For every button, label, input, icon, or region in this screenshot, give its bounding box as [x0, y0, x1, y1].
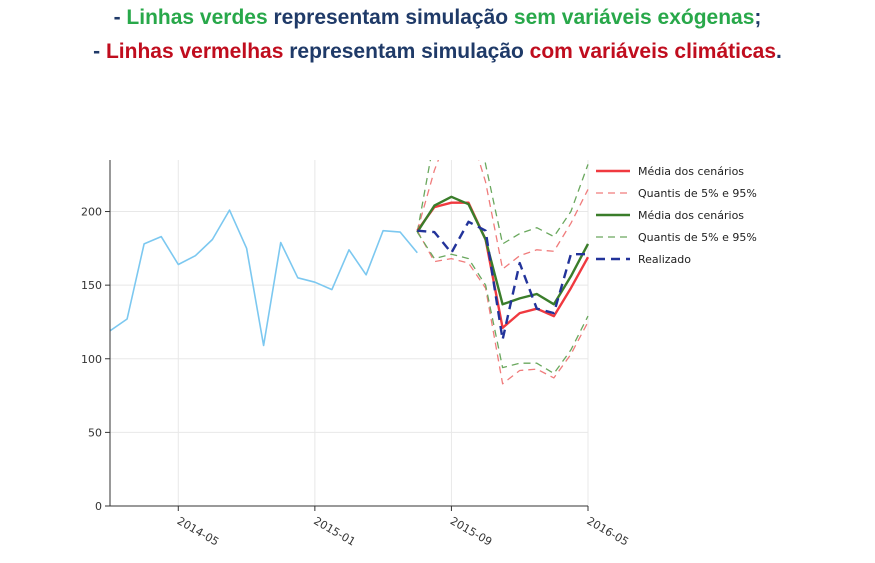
series-line-quantil-verde-inferior: [416, 231, 589, 375]
series-line-realizado: [417, 220, 588, 341]
chart-series: [110, 160, 590, 385]
headline-suffix: ;: [754, 6, 762, 29]
headline-climatic-vars: com variáveis climáticas: [529, 40, 777, 63]
headline-red-lines: Linhas vermelhas: [105, 40, 284, 63]
y-tick-label: 200: [81, 206, 102, 219]
series-line-quantil-vermelho-superior: [416, 160, 589, 270]
chart-legend: Média dos cenários Quantis de 5% e 95% Méd…: [596, 165, 757, 266]
headline-prefix: -: [93, 40, 106, 63]
x-tick-label: 2016-05: [585, 514, 631, 548]
series-line-media-vermelha: [416, 201, 590, 329]
y-tick-label: 0: [95, 500, 102, 513]
chart-axes: 0 50 100 150 200 2014-05 2015-01 2015-09 2016-05: [81, 160, 631, 549]
headline-middle-text: representam simulação: [267, 6, 514, 29]
x-tick-label: 2014-05: [175, 514, 221, 548]
legend-entry-label: Realizado: [638, 253, 691, 266]
x-tick-label: 2015-09: [448, 514, 494, 548]
series-line-quantil-vermelho-inferior: [416, 230, 589, 385]
series-line-historico: [110, 209, 418, 347]
headline-suffix: .: [776, 40, 782, 63]
legend-entry-label: Média dos cenários: [638, 209, 744, 222]
legend-entry-label: Quantis de 5% e 95%: [638, 187, 757, 200]
legend-entry-label: Média dos cenários: [638, 165, 744, 178]
headline-line-red: - Linhas vermelhas representam simulação…: [0, 40, 875, 64]
y-tick-label: 50: [88, 426, 102, 439]
chart-grid: [110, 160, 589, 506]
headline-no-exogenous: sem variáveis exógenas: [513, 6, 755, 29]
legend-entry-label: Quantis de 5% e 95%: [638, 231, 757, 244]
headline-prefix: -: [113, 6, 127, 29]
y-tick-label: 150: [81, 279, 102, 292]
x-tick-label: 2015-01: [311, 514, 357, 548]
headline-middle-text: representam simulação: [283, 40, 530, 63]
headline-green-lines: Linhas verdes: [126, 6, 268, 29]
series-line-quantil-verde-superior: [416, 160, 589, 245]
series-line-media-verde: [416, 195, 590, 306]
y-tick-label: 100: [81, 353, 102, 366]
headline-line-green: - Linhas verdes representam simulação se…: [0, 6, 875, 30]
